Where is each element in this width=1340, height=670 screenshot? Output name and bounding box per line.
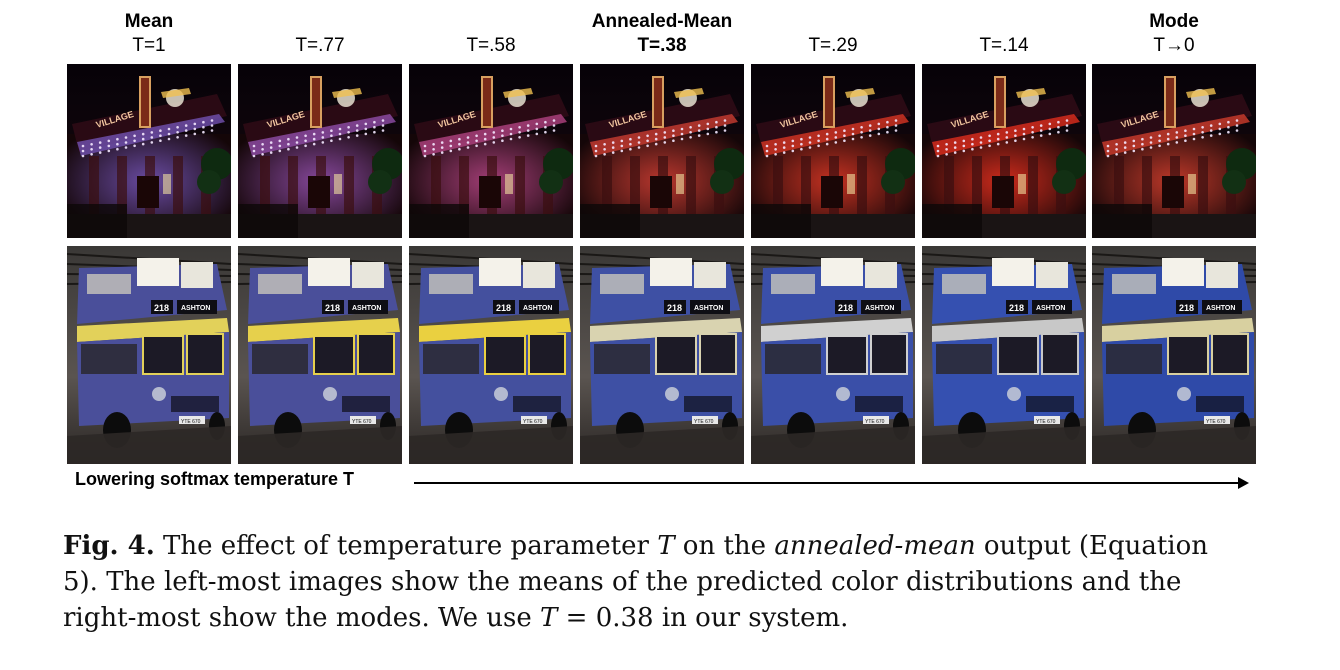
bus-photo: 218 ASHTON YTE 670 — [409, 246, 573, 464]
caption-math-t: T — [657, 531, 675, 561]
caption-math-t: T — [540, 603, 558, 633]
column-temperature-label: T=.14 — [979, 35, 1029, 56]
column-method-label — [751, 10, 915, 34]
bus-photo: 218 ASHTON YTE 670 — [238, 246, 402, 464]
svg-text:ASHTON: ASHTON — [1036, 305, 1065, 312]
caption-line-3: right-most show the modes. We use T = 0.… — [63, 600, 1263, 636]
svg-text:ASHTON: ASHTON — [865, 305, 894, 312]
svg-text:YTE 670: YTE 670 — [694, 419, 714, 425]
column-header: Mode T→0 — [1092, 10, 1256, 58]
theatre-photo: VILLAGE — [1092, 64, 1256, 238]
caption-text: = 0.38 in our system. — [557, 603, 849, 633]
theatre-image: VILLAGE — [1092, 64, 1256, 238]
caption-line-1: Fig. 4. The effect of temperature parame… — [63, 528, 1263, 564]
bus-image: 218 ASHTON YTE 670 — [67, 246, 231, 464]
bus-photo: 218 ASHTON YTE 670 — [751, 246, 915, 464]
bus-photo: 218 ASHTON YTE 670 — [1092, 246, 1256, 464]
bus-image: 218 ASHTON YTE 670 — [238, 246, 402, 464]
figure-label: Fig. 4. — [63, 531, 155, 561]
column-temperature-label: T=.38 — [637, 35, 687, 56]
svg-text:YTE 670: YTE 670 — [352, 419, 372, 425]
column-header: T=.14 — [922, 10, 1086, 58]
column-temperature-label: T=1 — [132, 35, 166, 56]
column-temperature-label: T=.58 — [466, 35, 516, 56]
theatre-photo: VILLAGE — [67, 64, 231, 238]
bus-photo: 218 ASHTON YTE 670 — [922, 246, 1086, 464]
bus-image: 218 ASHTON YTE 670 — [409, 246, 573, 464]
column-header: Annealed-Mean T=.38 — [580, 10, 744, 58]
theatre-photo: VILLAGE — [751, 64, 915, 238]
svg-text:ASHTON: ASHTON — [352, 305, 381, 312]
column-header: Mean T=1 — [67, 10, 231, 58]
theatre-image: VILLAGE — [67, 64, 231, 238]
column-temperature-label: T=.77 — [295, 35, 345, 56]
svg-text:218: 218 — [325, 303, 340, 313]
svg-text:ASHTON: ASHTON — [694, 305, 723, 312]
column-method-label: Annealed-Mean — [591, 11, 733, 32]
svg-text:218: 218 — [154, 303, 169, 313]
column-method-label — [409, 10, 573, 34]
bus-image: 218 ASHTON YTE 670 — [922, 246, 1086, 464]
theatre-image: VILLAGE — [922, 64, 1086, 238]
theatre-image: VILLAGE — [238, 64, 402, 238]
svg-text:ASHTON: ASHTON — [181, 305, 210, 312]
svg-text:ASHTON: ASHTON — [1206, 305, 1235, 312]
svg-text:218: 218 — [1009, 303, 1024, 313]
theatre-image: VILLAGE — [409, 64, 573, 238]
caption-text: output (Equation — [975, 531, 1209, 561]
bus-photo: 218 ASHTON YTE 670 — [67, 246, 231, 464]
theatre-photo: VILLAGE — [580, 64, 744, 238]
column-temperature-label: T→0 — [1153, 35, 1195, 56]
column-method-label: Mode — [1149, 11, 1199, 32]
column-header: T=.29 — [751, 10, 915, 58]
svg-text:YTE 670: YTE 670 — [523, 419, 543, 425]
bus-photo: 218 ASHTON YTE 670 — [580, 246, 744, 464]
caption-text: right-most show the modes. We use — [63, 603, 541, 633]
svg-text:YTE 670: YTE 670 — [1036, 419, 1056, 425]
caption-text: on the — [674, 531, 775, 561]
theatre-image: VILLAGE — [751, 64, 915, 238]
column-method-label: Mean — [124, 11, 174, 32]
bus-image: 218 ASHTON YTE 670 — [751, 246, 915, 464]
svg-text:YTE 670: YTE 670 — [1206, 419, 1226, 425]
caption-emphasis: annealed-mean — [774, 531, 976, 561]
column-header: T=.58 — [409, 10, 573, 58]
caption-line-2: 5). The left-most images show the means … — [63, 567, 1182, 597]
bus-image: 218 ASHTON YTE 670 — [580, 246, 744, 464]
theatre-photo: VILLAGE — [922, 64, 1086, 238]
axis-arrow-line — [414, 482, 1240, 484]
theatre-photo: VILLAGE — [409, 64, 573, 238]
svg-text:ASHTON: ASHTON — [523, 305, 552, 312]
column-method-label — [922, 10, 1086, 34]
svg-text:YTE 670: YTE 670 — [181, 419, 201, 425]
column-temperature-label: T=.29 — [808, 35, 858, 56]
axis-arrow-head-icon — [1238, 477, 1249, 489]
svg-text:218: 218 — [838, 303, 853, 313]
axis-label: Lowering softmax temperature T — [75, 469, 355, 489]
svg-text:YTE 670: YTE 670 — [865, 419, 885, 425]
caption-text: The effect of temperature parameter — [154, 531, 658, 561]
bus-image: 218 ASHTON YTE 670 — [1092, 246, 1256, 464]
column-method-label — [238, 10, 402, 34]
svg-text:218: 218 — [667, 303, 682, 313]
svg-text:218: 218 — [1179, 303, 1194, 313]
svg-text:218: 218 — [496, 303, 511, 313]
column-header: T=.77 — [238, 10, 402, 58]
theatre-photo: VILLAGE — [238, 64, 402, 238]
figure-caption: Fig. 4. The effect of temperature parame… — [63, 528, 1263, 636]
theatre-image: VILLAGE — [580, 64, 744, 238]
